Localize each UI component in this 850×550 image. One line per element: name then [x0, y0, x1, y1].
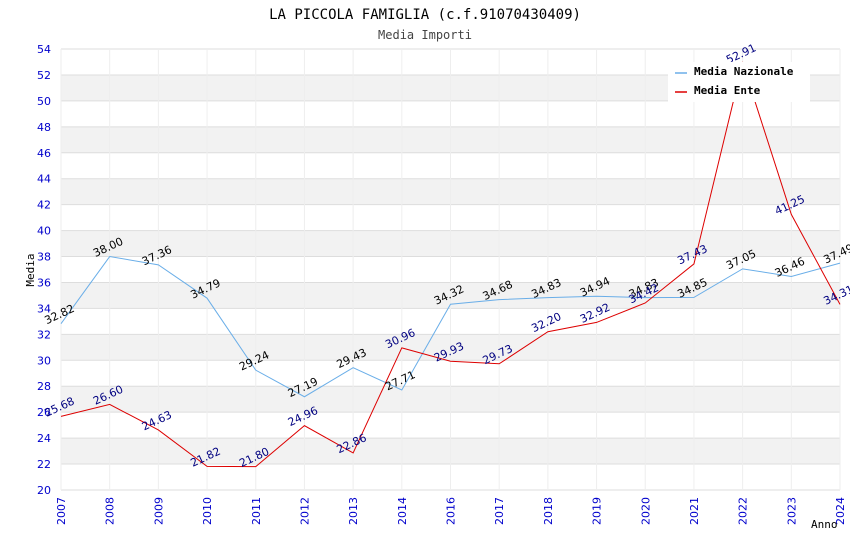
y-tick-label: 24	[37, 432, 51, 445]
y-tick-label: 46	[37, 147, 51, 160]
y-tick-label: 42	[37, 199, 51, 212]
y-axis-label: Media	[24, 253, 37, 286]
y-tick-label: 32	[37, 328, 51, 341]
x-axis-ticks: 2007 2008 2009 2010 2011 2012 2013 2014 2016 2017…	[55, 497, 847, 525]
x-tick-label: 2018	[542, 497, 555, 525]
x-tick-label: 2020	[639, 497, 652, 525]
data-label: 25.68	[42, 395, 76, 420]
x-tick-label: 2014	[396, 497, 409, 525]
x-tick-label: 2007	[55, 497, 68, 525]
y-tick-label: 38	[37, 251, 51, 264]
series-line-media-ente	[60, 61, 841, 468]
y-tick-label: 36	[37, 276, 51, 289]
legend-label-media-nazionale: Media Nazionale	[694, 65, 794, 78]
y-axis-ticks: 20 22 24 26 28 30 32 34 36 38 40 42 44 46 48 50 52 54	[37, 43, 51, 497]
x-tick-label: 2013	[347, 497, 360, 525]
chart-subtitle: Media Importi	[378, 28, 472, 42]
x-tick-label: 2009	[152, 497, 165, 525]
y-tick-label: 22	[37, 458, 51, 471]
y-tick-label: 26	[37, 406, 51, 419]
x-tick-label: 2008	[104, 497, 117, 525]
x-tick-label: 2017	[493, 497, 506, 525]
data-label: 32.20	[529, 310, 563, 335]
y-tick-label: 34	[37, 302, 51, 315]
legend: Media Nazionale Media Ente	[668, 62, 810, 102]
series-line-media-nazionale	[60, 255, 841, 398]
x-tick-label: 2021	[688, 497, 701, 525]
x-axis-label: Anno	[811, 518, 838, 531]
y-tick-label: 54	[37, 43, 51, 56]
y-tick-label: 28	[37, 380, 51, 393]
x-tick-label: 2010	[201, 497, 214, 525]
y-tick-label: 52	[37, 69, 51, 82]
y-tick-label: 30	[37, 354, 51, 367]
x-tick-label: 2012	[298, 497, 311, 525]
x-tick-label: 2024	[834, 497, 847, 525]
legend-label-media-ente: Media Ente	[694, 84, 761, 97]
y-tick-label: 50	[37, 95, 51, 108]
series	[60, 61, 841, 468]
x-tick-label: 2022	[737, 497, 750, 525]
x-tick-label: 2019	[591, 497, 604, 525]
y-tick-label: 44	[37, 173, 51, 186]
x-tick-label: 2023	[785, 497, 798, 525]
y-tick-label: 48	[37, 121, 51, 134]
x-tick-label: 2016	[445, 497, 458, 525]
chart-title: LA PICCOLA FAMIGLIA (c.f.91070430409)	[269, 7, 581, 23]
x-tick-label: 2011	[250, 497, 263, 525]
grid	[60, 48, 841, 491]
y-tick-label: 40	[37, 225, 51, 238]
y-tick-label: 20	[37, 484, 51, 497]
legend-box	[668, 62, 810, 102]
